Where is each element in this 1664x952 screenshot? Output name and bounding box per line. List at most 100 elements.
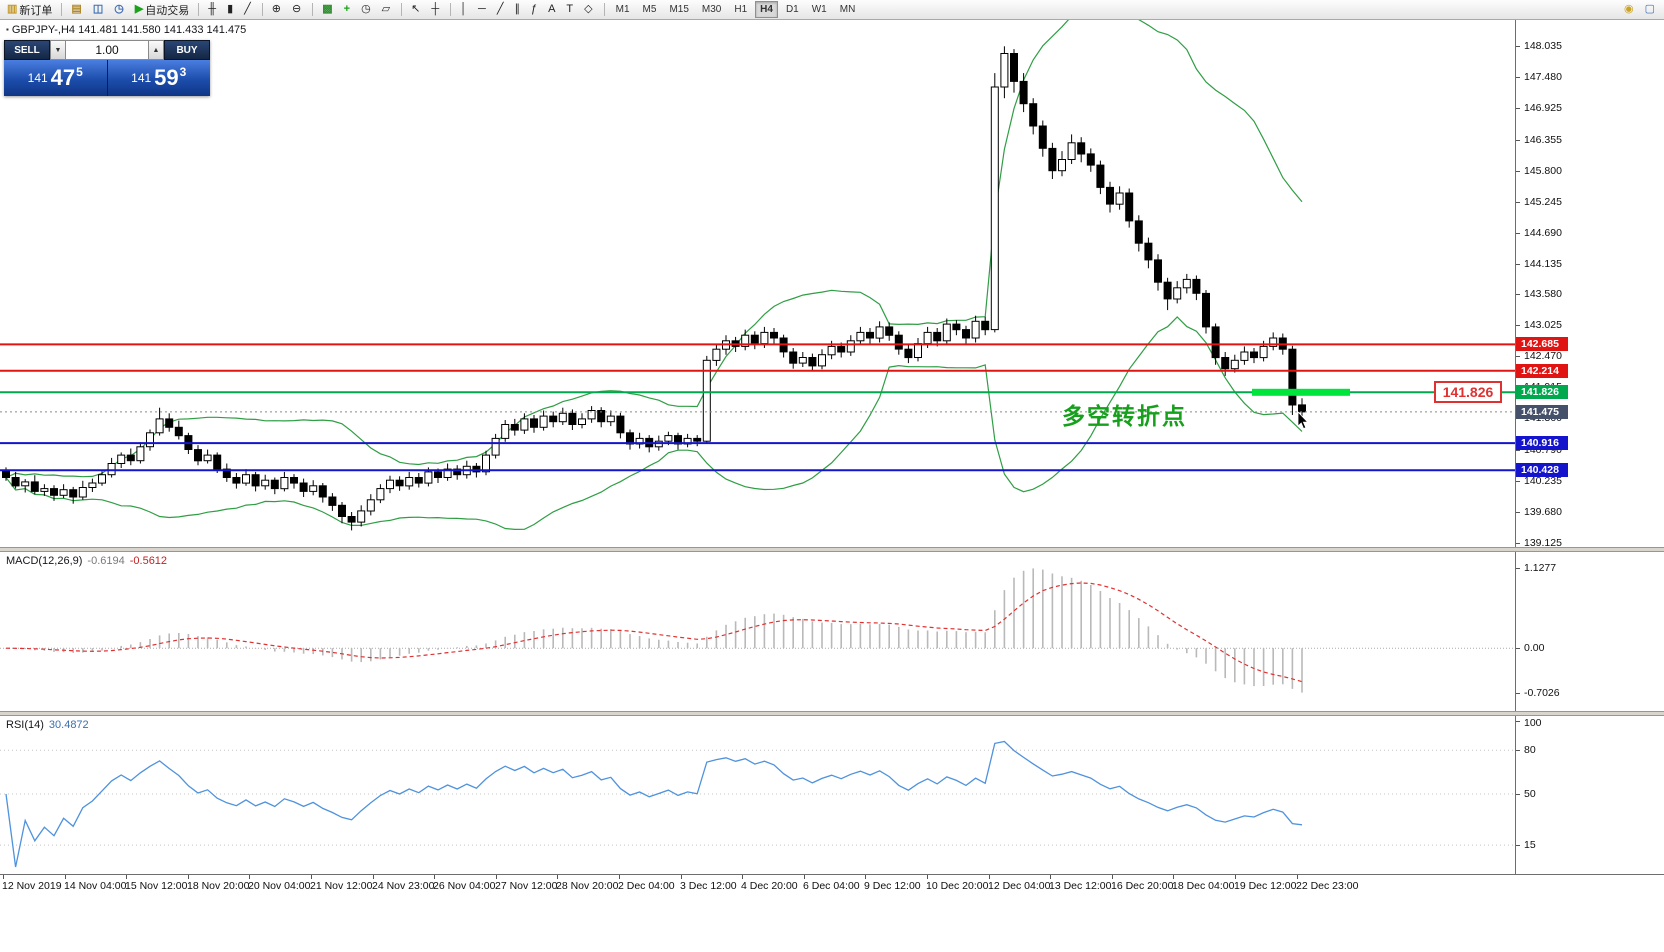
timeframe-m30[interactable]: M30: [701, 4, 722, 15]
price-axis-tick: [1516, 77, 1520, 78]
window-bottom-area: [0, 895, 1664, 952]
price-axis-tick: [1516, 46, 1520, 47]
time-axis-label: 6 Dec 04:00: [803, 880, 860, 892]
rsi-axis-label: 100: [1524, 717, 1542, 729]
time-axis-tick: [619, 875, 620, 879]
community-chat-button[interactable]: ◉: [1620, 0, 1640, 19]
toolbar-separator: [312, 3, 314, 16]
indicators-add-button[interactable]: +: [340, 0, 356, 19]
price-axis[interactable]: 148.035 147.480 146.925 146.355 145.800 145.2…: [1515, 20, 1664, 547]
ohlc-bars-mode-icon: ╫: [208, 3, 217, 15]
fibonacci-tool-button[interactable]: ƒ: [527, 0, 543, 19]
rsi-axis-tick: [1516, 750, 1520, 751]
timeframe-h4[interactable]: H4: [755, 1, 778, 18]
chart-ohlc-label: GBPJPY-,H4 141.481 141.580 141.433 141.4…: [11, 24, 247, 36]
volume-decrease-button[interactable]: ▼: [50, 40, 66, 60]
market-watch-button[interactable]: ◫: [89, 0, 109, 19]
one-click-top-row: SELL ▼ ▲ BUY: [4, 40, 210, 60]
time-axis-tick: [1173, 875, 1174, 879]
price-axis-tick: [1516, 171, 1520, 172]
candlestick-mode-button[interactable]: ▮: [223, 0, 239, 19]
auto-trading-icon: ▶: [134, 3, 144, 15]
price-axis-tick: [1516, 202, 1520, 203]
auto-trading-button[interactable]: ▶ 自动交易: [131, 0, 193, 19]
sell-price-button[interactable]: 141 47 5: [4, 60, 107, 96]
panel-separator[interactable]: [0, 711, 1664, 716]
vertical-line-tool-button[interactable]: │: [456, 0, 473, 19]
line-chart-mode-button[interactable]: ╱: [240, 0, 257, 19]
time-axis-label: 2 Dec 04:00: [618, 880, 675, 892]
chevron-up-icon: ▲: [152, 46, 160, 54]
label-tool-icon: T: [566, 3, 574, 15]
timeframe-h1[interactable]: H1: [734, 4, 748, 15]
cursor-tool-button[interactable]: ↖: [407, 0, 426, 19]
macd-axis[interactable]: 1.1277 0.00 -0.7026: [1515, 552, 1664, 711]
time-axis-label: 14 Nov 04:00: [64, 880, 127, 892]
zoom-out-icon: ⊖: [292, 3, 302, 15]
horizontal-line-tool-button[interactable]: ─: [474, 0, 492, 19]
ohlc-bars-mode-button[interactable]: ╫: [204, 0, 222, 19]
trendline-tool-button[interactable]: ╱: [493, 0, 510, 19]
volume-increase-button[interactable]: ▲: [148, 40, 164, 60]
buy-price-button[interactable]: 141 59 3: [106, 60, 210, 96]
price-chart-plot[interactable]: [0, 20, 1515, 547]
sell-button[interactable]: SELL: [4, 40, 50, 60]
price-axis-tick: [1516, 294, 1520, 295]
time-axis-tick: [1112, 875, 1113, 879]
price-axis-tick: [1516, 543, 1520, 544]
time-axis-label: 26 Nov 04:00: [433, 880, 496, 892]
price-axis-label: 146.355: [1524, 133, 1562, 146]
timeframe-m15[interactable]: M15: [669, 4, 689, 15]
new-order-label: 新订单: [19, 4, 53, 17]
time-axis-label: 28 Nov 20:00: [556, 880, 619, 892]
tile-windows-button[interactable]: ▩: [318, 0, 338, 19]
vertical-line-tool-icon: │: [460, 3, 468, 15]
charts-profile-button[interactable]: ▤: [67, 0, 87, 19]
arrows-tool-button[interactable]: ◇: [580, 0, 598, 19]
macd-axis-tick: [1516, 568, 1520, 569]
rsi-axis[interactable]: 100 80 50 15: [1515, 716, 1664, 874]
crosshair-tool-button[interactable]: ┼: [427, 0, 445, 19]
new-order-button[interactable]: ▥ 新订单: [3, 0, 56, 19]
price-tag: 140.916: [1516, 436, 1568, 450]
buy-button[interactable]: BUY: [164, 40, 210, 60]
text-tool-button[interactable]: A: [544, 0, 561, 19]
timeframe-m1[interactable]: M1: [615, 4, 630, 15]
time-axis-tick: [1297, 875, 1298, 879]
community-chat-icon: ◉: [1623, 3, 1634, 15]
annotation-text[interactable]: 多空转折点: [1062, 403, 1187, 429]
macd-plot[interactable]: [0, 552, 1515, 711]
price-axis-label: 145.245: [1524, 195, 1562, 208]
trendline-tool-icon: ╱: [496, 3, 504, 15]
zoom-in-button[interactable]: ⊕: [268, 0, 287, 19]
price-axis-tick: [1516, 140, 1520, 141]
time-axis-tick: [742, 875, 743, 879]
timeframe-m5[interactable]: M5: [642, 4, 657, 15]
strategy-tester-button[interactable]: ◷: [110, 0, 130, 19]
price-axis-label: 139.680: [1524, 506, 1562, 519]
rsi-axis-tick: [1516, 845, 1520, 846]
panel-separator[interactable]: [0, 547, 1664, 552]
toolbar-separator: [61, 3, 63, 16]
help-search-button[interactable]: ▢: [1641, 0, 1661, 19]
chart-periods-button[interactable]: ◷: [357, 0, 377, 19]
macd-axis-tick: [1516, 693, 1520, 694]
time-axis-label: 15 Nov 12:00: [125, 880, 188, 892]
channel-tool-button[interactable]: ∥: [510, 0, 526, 19]
price-callout[interactable]: 141.826: [1434, 381, 1502, 403]
label-tool-button[interactable]: T: [562, 0, 579, 19]
timeframe-d1[interactable]: D1: [785, 4, 799, 15]
market-watch-icon: ◫: [92, 3, 104, 15]
rsi-axis-label: 50: [1524, 788, 1536, 800]
time-axis[interactable]: 12 Nov 2019 14 Nov 04:00 15 Nov 12:00 18 No…: [0, 874, 1664, 895]
timeframe-w1[interactable]: W1: [811, 4, 827, 15]
price-axis-tick: [1516, 264, 1520, 265]
timeframe-mn[interactable]: MN: [839, 4, 856, 15]
zoom-out-button[interactable]: ⊖: [288, 0, 307, 19]
rsi-plot[interactable]: [0, 716, 1515, 874]
price-axis-label: 147.480: [1524, 70, 1562, 83]
templates-button[interactable]: ▱: [378, 0, 396, 19]
volume-input[interactable]: [66, 40, 148, 60]
rsi-label: RSI(14) 30.4872: [6, 719, 89, 731]
macd-name: MACD(12,26,9): [6, 555, 83, 567]
